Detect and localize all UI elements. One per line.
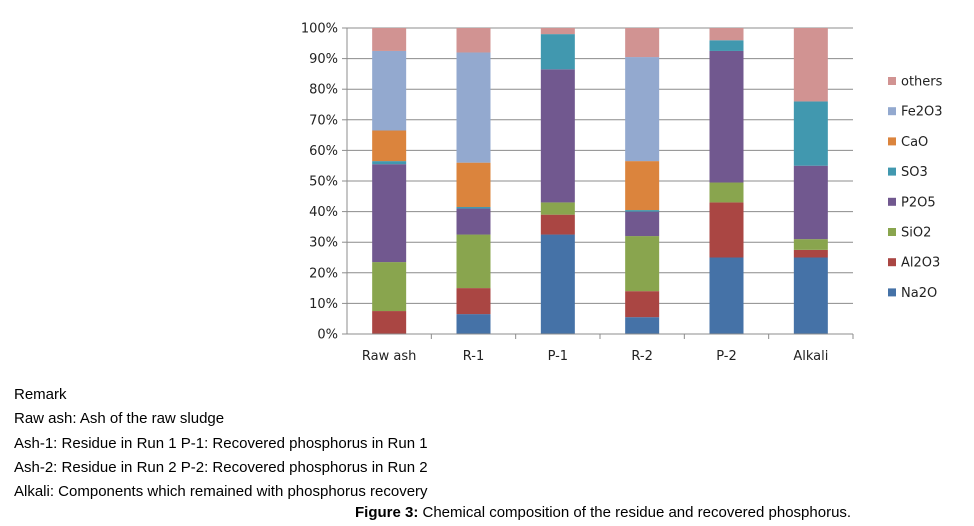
bar-segment (456, 52, 491, 163)
bar-segment (456, 288, 491, 315)
bar-segment (372, 130, 407, 162)
bar-segment (456, 208, 491, 235)
chart-bars (372, 28, 828, 334)
bar-segment (372, 164, 407, 263)
y-tick-label: 40% (309, 205, 338, 220)
legend-swatch (888, 137, 896, 146)
legend-swatch (888, 258, 896, 267)
x-tick-label: P-2 (716, 349, 737, 364)
bar-segment (456, 162, 491, 208)
legend-label: P2O5 (901, 195, 936, 210)
remark-line: Raw ash: Ash of the raw sludge (14, 410, 225, 428)
bar-segment (625, 57, 660, 162)
y-tick-label: 80% (309, 83, 338, 98)
bar-segment (709, 40, 744, 51)
remarks-heading: Remark (14, 386, 67, 403)
legend-swatch (888, 288, 896, 297)
figure-caption-label: Figure 3: (355, 504, 419, 521)
bar-segment (625, 210, 660, 212)
bar-segment (709, 28, 744, 41)
chart-legend: others Fe2O3 CaO SO3 P2O5 SiO2 Al2O3 Na2O (888, 75, 943, 301)
legend-label: CaO (901, 135, 928, 150)
y-tick-label: 0% (317, 328, 338, 343)
bar-segment (709, 182, 744, 203)
x-tick-label: Alkali (793, 349, 828, 364)
figure-caption: Figure 3: Chemical composition of the re… (355, 504, 851, 521)
bar-segment (456, 234, 491, 289)
remarks-block: Remark Raw ash: Ash of the raw sludge As… (14, 383, 428, 504)
bar-segment (709, 257, 744, 334)
legend-label: Na2O (901, 286, 937, 301)
bar-segment (709, 202, 744, 258)
bar-segment (625, 28, 660, 58)
legend-swatch (888, 167, 896, 176)
bar-segment (793, 249, 828, 258)
x-tick-label: P-1 (548, 349, 569, 364)
bar-segment (793, 257, 828, 334)
bar-segment (793, 239, 828, 250)
bar-segment (625, 161, 660, 211)
bar-segment (793, 28, 828, 102)
bar-segment (625, 317, 660, 334)
legend-swatch (888, 197, 896, 206)
bar-segment (540, 34, 575, 70)
y-tick-label: 60% (309, 144, 338, 159)
bar-segment (372, 161, 407, 165)
remark-line: Alkali: Components which remained with p… (14, 483, 428, 501)
y-tick-label: 70% (309, 113, 338, 128)
y-axis-ticks: 0% 10% 20% 30% 40% 50% 60% 70% 80% 90% 100% (301, 22, 347, 343)
bar-segment (540, 69, 575, 203)
remark-line: Ash-2: Residue in Run 2 P-2: Recovered p… (14, 458, 428, 476)
bar-segment (625, 291, 660, 318)
bar-segment (540, 202, 575, 215)
legend-swatch (888, 228, 896, 236)
bar-segment (625, 236, 660, 292)
bar-segment (372, 311, 407, 334)
legend-swatch (888, 107, 896, 116)
y-tick-label: 50% (309, 175, 338, 190)
bar-segment (456, 207, 491, 209)
bar-segment (540, 214, 575, 235)
bar-segment (625, 211, 660, 237)
bar-segment (372, 50, 407, 131)
y-tick-label: 90% (309, 52, 338, 67)
bar-segment (793, 101, 828, 166)
y-tick-label: 30% (309, 236, 338, 251)
bar-segment (540, 28, 575, 35)
legend-label: Al2O3 (901, 256, 940, 271)
bar-segment (372, 28, 407, 51)
x-tick-label: Raw ash (362, 349, 416, 364)
y-tick-label: 100% (301, 22, 338, 37)
x-tick-label: R-2 (631, 349, 652, 364)
legend-label: others (901, 75, 943, 90)
legend-label: SiO2 (901, 226, 931, 241)
bar-segment (372, 262, 407, 312)
bar-segment (709, 50, 744, 183)
bar-segment (456, 314, 491, 334)
legend-swatch (888, 77, 896, 85)
x-tick-label: R-1 (463, 349, 484, 364)
figure-caption-text: Chemical composition of the residue and … (418, 504, 852, 521)
x-axis-ticks: Raw ash R-1 P-1 R-2 P-2 Alkali (362, 334, 854, 364)
y-tick-label: 20% (309, 266, 338, 281)
bar-segment (793, 165, 828, 240)
legend-label: SO3 (901, 165, 928, 180)
bar-segment (456, 28, 491, 53)
remark-line: Ash-1: Residue in Run 1 P-1: Recovered p… (14, 434, 428, 452)
chart-gridlines (347, 27, 853, 304)
stacked-bar-chart: 0% 10% 20% 30% 40% 50% 60% 70% 80% 90% 100% Raw as… (301, 22, 943, 365)
legend-label: Fe2O3 (901, 105, 943, 120)
y-tick-label: 10% (309, 297, 338, 312)
bar-segment (540, 234, 575, 334)
